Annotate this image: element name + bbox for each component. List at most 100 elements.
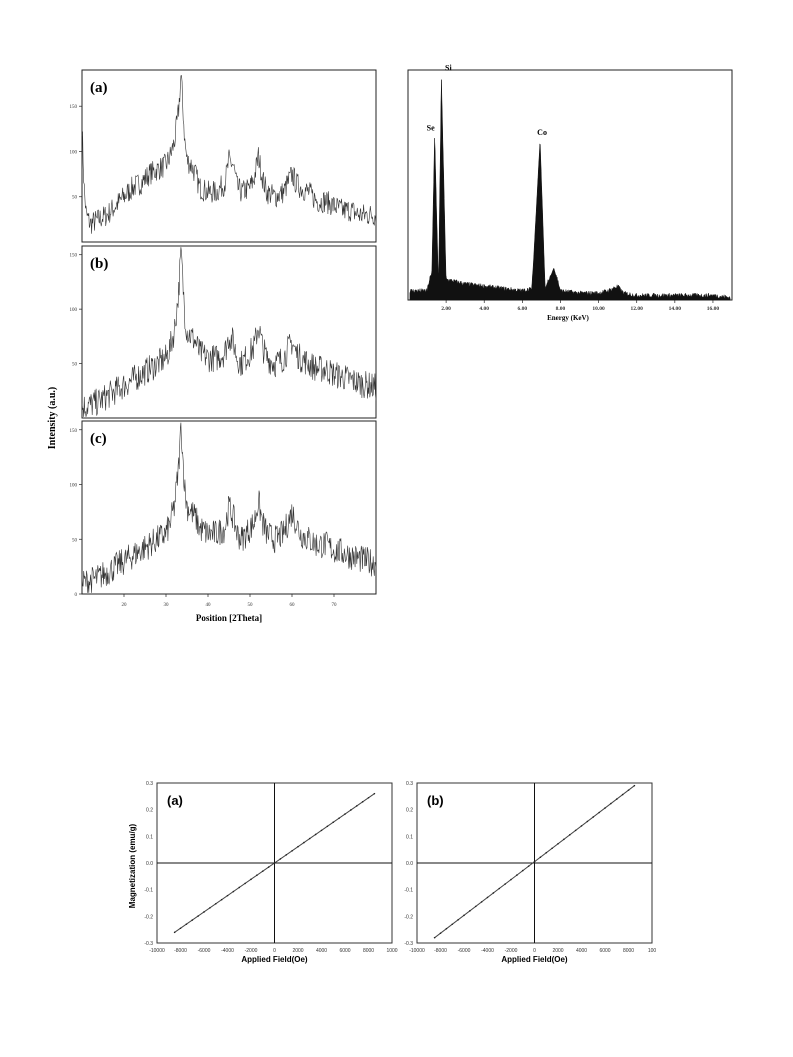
- eds-x-tick-label: 6.00: [518, 306, 528, 312]
- vsm-data-point: [563, 838, 565, 841]
- vsm-data-point: [551, 847, 553, 850]
- vsm-data-point: [291, 849, 293, 852]
- vsm-data-point: [463, 914, 465, 917]
- vsm-data-point: [209, 907, 211, 909]
- vsm-x-tick-label: 2000: [292, 948, 303, 954]
- eds-x-tick-label: 12.00: [631, 306, 644, 312]
- vsm-y-axis-label: Magnetization (emu/g): [128, 823, 137, 908]
- vsm-y-tick-label: 0.0: [146, 861, 153, 867]
- vsm-data-point: [527, 865, 530, 867]
- vsm-y-tick-label: 0.1: [146, 834, 153, 840]
- vsm-data-point: [480, 901, 483, 903]
- xrd-panel-frame: [81, 245, 377, 419]
- vsm-data-point: [308, 837, 311, 840]
- vsm-data-point: [586, 820, 589, 823]
- vsm-data-point: [232, 890, 235, 893]
- vsm-data-point: [539, 856, 542, 858]
- xrd-panel-label: (c): [90, 431, 107, 447]
- vsm-y-tick-label: -0.1: [144, 888, 153, 894]
- vsm-data-point: [457, 918, 459, 921]
- vsm-panel-label: (b): [427, 793, 444, 808]
- vsm-data-point: [610, 802, 612, 805]
- eds-peak-label: Se: [427, 123, 435, 132]
- vsm-data-point: [615, 798, 618, 800]
- vsm-x-tick-label: 4000: [576, 948, 587, 954]
- xrd-pattern-line: [81, 422, 377, 593]
- eds-x-tick-label: 10.00: [592, 306, 605, 312]
- vsm-x-tick-label: 0: [533, 948, 536, 954]
- vsm-data-point: [367, 796, 370, 799]
- vsm-data-point: [244, 882, 246, 885]
- eds-x-tick-label: 4.00: [479, 306, 489, 312]
- vsm-data-point: [469, 910, 471, 912]
- vsm-data-point: [621, 793, 624, 796]
- vsm-x-tick-label: 100: [648, 948, 657, 954]
- xrd-y-tick-label: 50: [72, 196, 78, 201]
- xrd-pattern-line: [81, 75, 377, 234]
- vsm-data-point: [220, 898, 223, 901]
- xrd-y-tick-label: 100: [70, 308, 78, 313]
- vsm-data-point: [285, 854, 288, 856]
- vsm-panel-label: (a): [167, 793, 183, 808]
- xrd-y-tick-label: 150: [70, 254, 78, 259]
- vsm-data-point: [197, 915, 199, 917]
- vsm-data-point: [320, 829, 323, 832]
- xrd-panel-a: 50 100 150 (a): [70, 69, 377, 243]
- vsm-y-tick-label: -0.1: [404, 888, 413, 894]
- eds-x-tick-label: 2.00: [441, 306, 451, 312]
- xrd-x-tick-label: 70: [332, 603, 338, 608]
- vsm-x-tick-label: -8000: [434, 948, 447, 954]
- vsm-y-tick-label: -0.3: [144, 941, 153, 947]
- vsm-data-point: [203, 911, 205, 913]
- xrd-pattern-line: [81, 247, 377, 417]
- xrd-y-tick-label: 50: [72, 363, 78, 368]
- vsm-data-point: [279, 858, 282, 860]
- eds-spectrum: [409, 79, 731, 301]
- xrd-x-tick-label: 40: [206, 603, 212, 608]
- vsm-data-point: [510, 878, 512, 881]
- vsm-data-point: [433, 936, 436, 939]
- vsm-data-point: [267, 866, 270, 868]
- vsm-data-point: [238, 886, 241, 889]
- vsm-x-tick-label: 4000: [316, 948, 327, 954]
- vsm-data-point: [332, 821, 335, 824]
- xrd-y-tick-label: 50: [72, 538, 78, 543]
- vsm-x-tick-label: -10000: [409, 948, 425, 954]
- vsm-data-point: [314, 833, 317, 836]
- vsm-panel-a: 0.3 0.2 0.1 0.0 -0.1 -0.2 -0.3-10000 -8000 -6000…: [144, 781, 397, 964]
- eds-peak-label: Si: [445, 64, 452, 73]
- vsm-data-point: [439, 932, 442, 934]
- vsm-data-point: [474, 905, 477, 908]
- eds-x-tick-label: 14.00: [669, 306, 682, 312]
- vsm-x-axis-label: Applied Field(Oe): [241, 955, 308, 964]
- vsm-data-point: [627, 789, 630, 791]
- vsm-data-point: [361, 801, 364, 803]
- vsm-x-axis-label: Applied Field(Oe): [501, 955, 568, 964]
- eds-peak-label: Co: [537, 128, 547, 137]
- vsm-x-tick-label: -2000: [505, 948, 518, 954]
- vsm-data-point: [533, 860, 536, 863]
- vsm-x-tick-label: -10000: [149, 948, 165, 954]
- vsm-y-tick-label: 0.2: [146, 808, 153, 814]
- vsm-data-point: [504, 883, 506, 885]
- xrd-x-tick-label: 60: [290, 603, 296, 608]
- xrd-panel-label: (a): [90, 80, 108, 96]
- xrd-y-tick-label: 150: [70, 105, 78, 110]
- vsm-data-point: [521, 869, 524, 872]
- eds-x-tick-label: 16.00: [707, 306, 720, 312]
- vsm-x-tick-label: 1000: [386, 948, 397, 954]
- vsm-data-point: [214, 902, 217, 905]
- xrd-x-axis-label: Position [2Theta]: [196, 613, 262, 623]
- vsm-data-point: [545, 851, 548, 854]
- vsm-data-point: [598, 811, 600, 814]
- vsm-data-point: [580, 825, 583, 827]
- vsm-data-point: [226, 894, 229, 897]
- vsm-y-tick-label: -0.2: [144, 914, 153, 920]
- xrd-y-tick-label: 100: [70, 484, 78, 489]
- xrd-y-axis-label: Intensity (a.u.): [47, 387, 58, 450]
- xrd-x-tick-label: 50: [248, 603, 254, 608]
- vsm-y-tick-label: -0.3: [404, 941, 413, 947]
- vsm-y-tick-label: 0.2: [406, 808, 413, 814]
